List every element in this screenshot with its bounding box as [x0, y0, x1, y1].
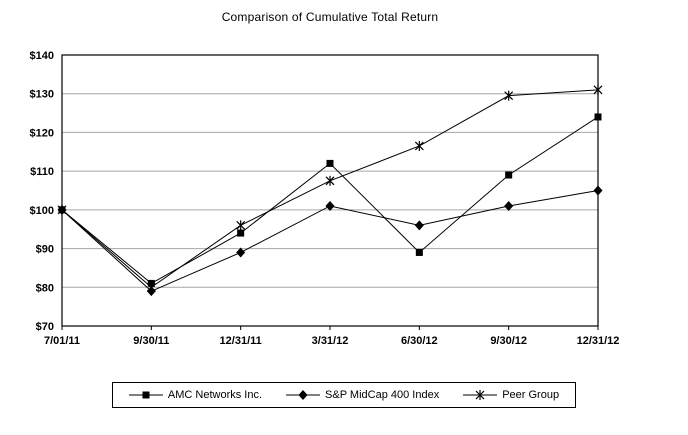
square-marker-icon [237, 229, 245, 237]
legend-item-peer-group: Peer Group [463, 388, 559, 402]
diamond-marker-icon [325, 200, 335, 211]
diamond-marker-icon [414, 220, 424, 231]
x-axis-label: 7/01/11 [44, 335, 80, 347]
x-axis-label: 9/30/12 [490, 335, 527, 347]
asterisk-marker-icon [236, 220, 246, 230]
square-marker-icon [505, 171, 513, 179]
legend-label-amc-networks: AMC Networks Inc. [167, 389, 263, 401]
asterisk-marker-icon [414, 141, 424, 151]
legend: AMC Networks Inc. S&P MidCap 400 Index P… [111, 382, 577, 408]
x-axis-label: 3/31/12 [312, 335, 349, 347]
legend-item-sp-midcap: S&P MidCap 400 Index [286, 388, 439, 402]
diamond-marker-icon [146, 286, 156, 297]
square-marker-icon [58, 206, 66, 214]
legend-label-sp-midcap: S&P MidCap 400 Index [325, 389, 440, 401]
legend-label-peer-group: Peer Group [502, 389, 560, 401]
diamond-marker-icon [593, 185, 603, 196]
series-line-peer-group [61, 89, 599, 288]
x-axis-label: 12/31/12 [577, 335, 620, 347]
y-axis-label: $70 [36, 321, 54, 333]
y-axis-label: $120 [30, 127, 54, 139]
square-marker-icon [594, 113, 602, 121]
y-axis-label: $80 [36, 282, 54, 294]
legend-item-amc-networks: AMC Networks Inc. [128, 388, 263, 402]
square-marker-icon [147, 279, 155, 287]
diamond-marker-icon [286, 390, 321, 400]
asterisk-marker-icon [504, 91, 514, 101]
diamond-marker-icon [236, 247, 246, 258]
square-marker-icon [415, 248, 423, 256]
y-axis-label: $110 [30, 166, 54, 178]
y-axis-label: $100 [30, 205, 54, 217]
series-line-amc-networks-inc [61, 116, 599, 285]
x-axis-label: 9/30/11 [133, 335, 169, 347]
chart-title: Comparison of Cumulative Total Return [221, 10, 439, 24]
plot-area: 7/01/11 9/30/11 12/31/11 3/31/12 6/30/12 9/30… [30, 50, 620, 347]
square-marker-icon [128, 391, 163, 399]
asterisk-marker-icon [463, 390, 498, 400]
plot-border [61, 54, 599, 327]
x-axis-label: 6/30/12 [401, 335, 438, 347]
square-marker-icon [326, 159, 334, 167]
y-axis-label: $90 [36, 244, 54, 256]
diamond-marker-icon [504, 200, 514, 211]
x-axis-label: 12/31/11 [220, 335, 262, 347]
asterisk-marker-icon [593, 85, 603, 95]
y-axis-label: $130 [30, 89, 54, 101]
asterisk-marker-icon [325, 176, 335, 186]
y-axis-label: $140 [30, 50, 54, 62]
